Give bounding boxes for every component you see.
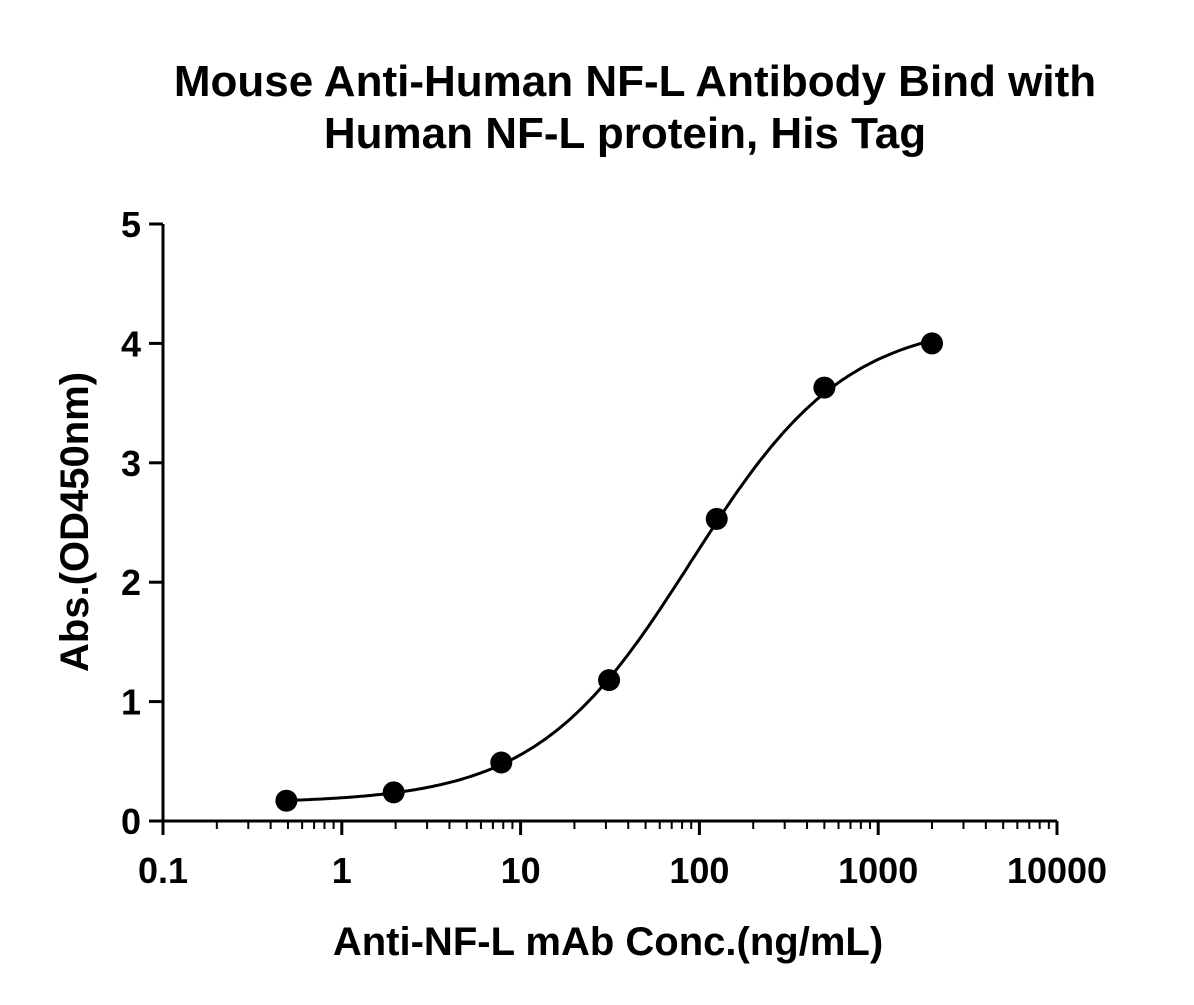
y-tick-label: 2 [121, 562, 141, 603]
data-point [598, 669, 621, 692]
data-points [275, 332, 944, 812]
y-tick-label: 4 [121, 323, 141, 364]
chart-title: Mouse Anti-Human NF-L Antibody Bind with… [0, 56, 1194, 160]
y-tick-label: 5 [121, 204, 141, 245]
data-point [813, 376, 836, 399]
chart-title-line2: Human NF-L protein, His Tag [323, 109, 927, 158]
y-tick-label: 0 [121, 801, 141, 842]
axes: 0 1 2 3 4 5 0.1 1 10 100 1000 10000 [121, 204, 1107, 891]
data-point [490, 751, 513, 774]
y-axis-label: Abs.(OD450nm) [53, 372, 97, 672]
fit-curve-group [286, 338, 933, 802]
x-tick-label: 10000 [1007, 850, 1107, 891]
x-tick-label: 1 [332, 850, 352, 891]
data-point [275, 789, 298, 812]
y-tick-label: 1 [121, 682, 141, 723]
y-tick-label: 3 [121, 443, 141, 484]
chart-title-line1: Mouse Anti-Human NF-L Antibody Bind with [173, 57, 1097, 106]
x-tick-label: 100 [669, 850, 729, 891]
x-tick-label: 10 [501, 850, 541, 891]
data-point [705, 507, 728, 530]
fit-curve [286, 338, 933, 802]
x-axis-label: Anti-NF-L mAb Conc.(ng/mL) [333, 920, 883, 964]
x-tick-label: 1000 [838, 850, 918, 891]
data-point [382, 781, 405, 804]
data-point [921, 332, 944, 355]
x-tick-label: 0.1 [138, 850, 188, 891]
